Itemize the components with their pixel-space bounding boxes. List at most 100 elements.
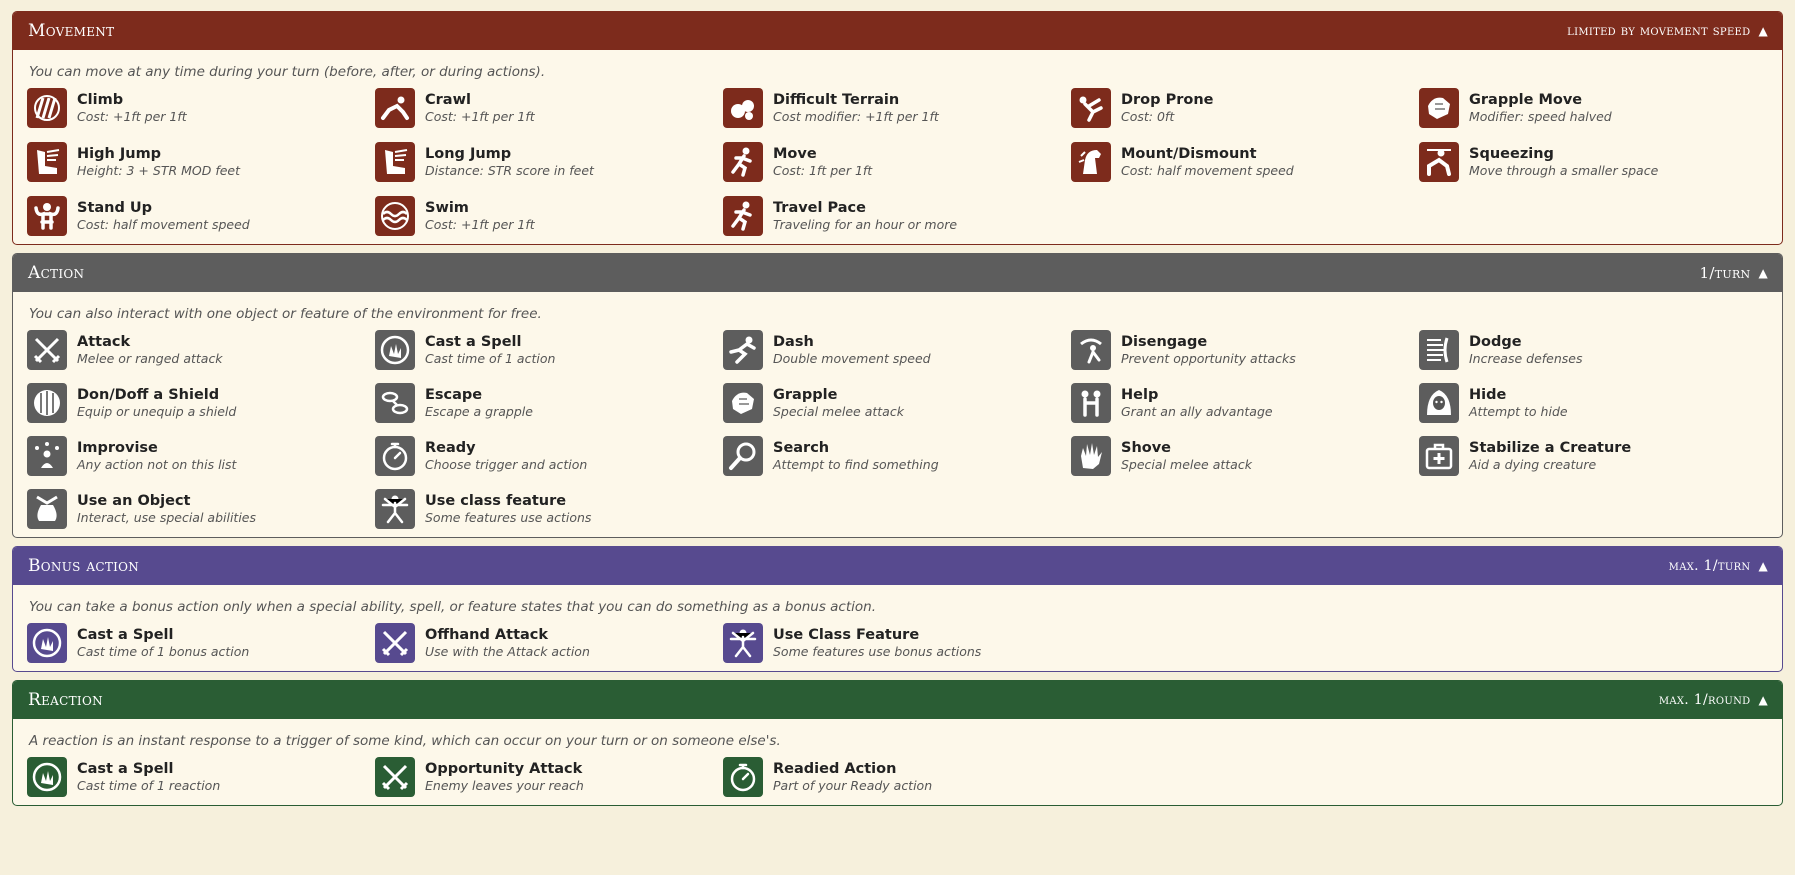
- action-item-ready[interactable]: Ready Choose trigger and action: [375, 434, 723, 478]
- item-description: Cast time of 1 action: [425, 351, 556, 367]
- item-name: Cast a Spell: [77, 627, 174, 644]
- movement-item-difficult-terrain[interactable]: Difficult Terrain Cost modifier: +1ft per…: [723, 86, 1071, 130]
- action-item-hide[interactable]: Hide Attempt to hide: [1419, 381, 1767, 425]
- movement-item-travel-pace[interactable]: Travel Pace Traveling for an hour or more: [723, 194, 1071, 238]
- movement-section: Movement limited by movement speed ▲ You…: [12, 11, 1783, 245]
- sprint-icon: [723, 330, 763, 370]
- item-description: Traveling for an hour or more: [773, 217, 958, 233]
- combat-actions-panel: Movement limited by movement speed ▲ You…: [12, 11, 1783, 806]
- action-item-escape[interactable]: Escape Escape a grapple: [375, 381, 723, 425]
- section-note: You can take a bonus action only when a …: [29, 599, 876, 615]
- action-header[interactable]: Action 1/turn ▲: [13, 254, 1782, 292]
- item-name: Escape: [425, 387, 483, 404]
- item-name: Shove: [1121, 440, 1172, 457]
- item-name: Move: [773, 146, 817, 163]
- item-name: Swim: [425, 200, 469, 217]
- item-description: Height: 3 + STR MOD feet: [77, 163, 241, 179]
- collapse-caret-icon[interactable]: ▲: [1758, 24, 1768, 38]
- action-item-grapple[interactable]: Grapple Special melee attack: [723, 381, 1071, 425]
- action-item-shove[interactable]: Shove Special melee attack: [1071, 434, 1419, 478]
- reaction-item-readied-action[interactable]: Readied Action Part of your Ready action: [723, 755, 1071, 799]
- item-description: Cast time of 1 bonus action: [77, 644, 250, 660]
- section-title: Bonus action: [28, 556, 140, 576]
- item-name: Crawl: [425, 92, 471, 109]
- reaction-item-opportunity-attack[interactable]: Opportunity Attack Enemy leaves your reac…: [375, 755, 723, 799]
- item-name: Attack: [77, 334, 131, 351]
- item-name: Opportunity Attack: [425, 761, 583, 778]
- action-item-search[interactable]: Search Attempt to find something: [723, 434, 1071, 478]
- section-title: Action: [28, 263, 85, 283]
- action-item-dodge[interactable]: Dodge Increase defenses: [1419, 328, 1767, 372]
- item-description: Increase defenses: [1469, 351, 1583, 367]
- action-item-use-class-feature[interactable]: Use class feature Some features use actio…: [375, 487, 723, 531]
- movement-item-climb[interactable]: Climb Cost: +1ft per 1ft: [27, 86, 375, 130]
- movement-item-grapple-move[interactable]: Grapple Move Modifier: speed halved: [1419, 86, 1767, 130]
- horse-head-icon: [1071, 142, 1111, 182]
- juggler-icon: [27, 436, 67, 476]
- item-name: Cast a Spell: [425, 334, 522, 351]
- stopwatch-icon: [375, 436, 415, 476]
- item-name: Long Jump: [425, 146, 512, 163]
- action-item-disengage[interactable]: Disengage Prevent opportunity attacks: [1071, 328, 1419, 372]
- item-description: Aid a dying creature: [1469, 457, 1597, 473]
- action-item-stabilize-a-creature[interactable]: Stabilize a Creature Aid a dying creature: [1419, 434, 1767, 478]
- magic-hand-icon: [375, 330, 415, 370]
- item-description: Some features use bonus actions: [773, 644, 982, 660]
- item-name: Grapple Move: [1469, 92, 1583, 109]
- movement-item-crawl[interactable]: Crawl Cost: +1ft per 1ft: [375, 86, 723, 130]
- bonus-item-cast-a-spell[interactable]: Cast a Spell Cast time of 1 bonus action: [27, 621, 375, 665]
- crouch-icon: [1419, 142, 1459, 182]
- action-section: Action 1/turn ▲ You can also interact wi…: [12, 253, 1783, 538]
- climb-icon: [27, 88, 67, 128]
- item-description: Cost: 0ft: [1121, 109, 1175, 125]
- movement-item-drop-prone[interactable]: Drop Prone Cost: 0ft: [1071, 86, 1419, 130]
- movement-header[interactable]: Movement limited by movement speed ▲: [13, 12, 1782, 50]
- collapse-caret-icon[interactable]: ▲: [1758, 266, 1768, 280]
- crossed-swords-icon: [375, 757, 415, 797]
- item-name: Grapple: [773, 387, 838, 404]
- item-name: Hide: [1469, 387, 1507, 404]
- item-name: Readied Action: [773, 761, 897, 778]
- bonus-action-header[interactable]: Bonus action max. 1/turn ▲: [13, 547, 1782, 585]
- item-name: Squeezing: [1469, 146, 1554, 163]
- bonus-item-use-class-feature[interactable]: Use Class Feature Some features use bonus…: [723, 621, 1071, 665]
- reaction-header[interactable]: Reaction max. 1/round ▲: [13, 681, 1782, 719]
- movement-item-long-jump[interactable]: Long Jump Distance: STR score in feet: [375, 140, 723, 184]
- item-description: Grant an ally advantage: [1121, 404, 1273, 420]
- movement-item-swim[interactable]: Swim Cost: +1ft per 1ft: [375, 194, 723, 238]
- action-item-attack[interactable]: Attack Melee or ranged attack: [27, 328, 375, 372]
- section-limit: 1/turn: [1699, 264, 1751, 282]
- bonus-action-section: Bonus action max. 1/turn ▲ You can take …: [12, 546, 1783, 672]
- escape-arrow-icon: [1071, 330, 1111, 370]
- movement-item-squeezing[interactable]: Squeezing Move through a smaller space: [1419, 140, 1767, 184]
- movement-item-stand-up[interactable]: Stand Up Cost: half movement speed: [27, 194, 375, 238]
- crossed-swords-icon: [27, 330, 67, 370]
- action-item-dash[interactable]: Dash Double movement speed: [723, 328, 1071, 372]
- hand-icon: [1071, 436, 1111, 476]
- action-item-help[interactable]: Help Grant an ally advantage: [1071, 381, 1419, 425]
- action-item-use-an-object[interactable]: Use an Object Interact, use special abili…: [27, 487, 375, 531]
- section-note: You can move at any time during your tur…: [29, 64, 546, 80]
- item-name: Disengage: [1121, 334, 1208, 351]
- hood-icon: [1419, 383, 1459, 423]
- movement-item-mount-dismount[interactable]: Mount/Dismount Cost: half movement speed: [1071, 140, 1419, 184]
- item-description: Enemy leaves your reach: [425, 778, 584, 794]
- item-description: Some features use actions: [425, 510, 592, 526]
- item-name: Stand Up: [77, 200, 153, 217]
- item-description: Distance: STR score in feet: [425, 163, 594, 179]
- reaction-section: Reaction max. 1/round ▲ A reaction is an…: [12, 680, 1783, 806]
- action-item-don-doff-a-shield[interactable]: Don/Doff a Shield Equip or unequip a shie…: [27, 381, 375, 425]
- item-description: Part of your Ready action: [773, 778, 933, 794]
- bonus-item-offhand-attack[interactable]: Offhand Attack Use with the Attack action: [375, 621, 723, 665]
- action-item-improvise[interactable]: Improvise Any action not on this list: [27, 434, 375, 478]
- movement-item-high-jump[interactable]: High Jump Height: 3 + STR MOD feet: [27, 140, 375, 184]
- item-name: Stabilize a Creature: [1469, 440, 1632, 457]
- item-description: Special melee attack: [1121, 457, 1252, 473]
- dodge-icon: [1419, 330, 1459, 370]
- reaction-item-cast-a-spell[interactable]: Cast a Spell Cast time of 1 reaction: [27, 755, 375, 799]
- collapse-caret-icon[interactable]: ▲: [1758, 693, 1768, 707]
- item-name: Don/Doff a Shield: [77, 387, 220, 404]
- movement-item-move[interactable]: Move Cost: 1ft per 1ft: [723, 140, 1071, 184]
- action-item-cast-a-spell[interactable]: Cast a Spell Cast time of 1 action: [375, 328, 723, 372]
- collapse-caret-icon[interactable]: ▲: [1758, 559, 1768, 573]
